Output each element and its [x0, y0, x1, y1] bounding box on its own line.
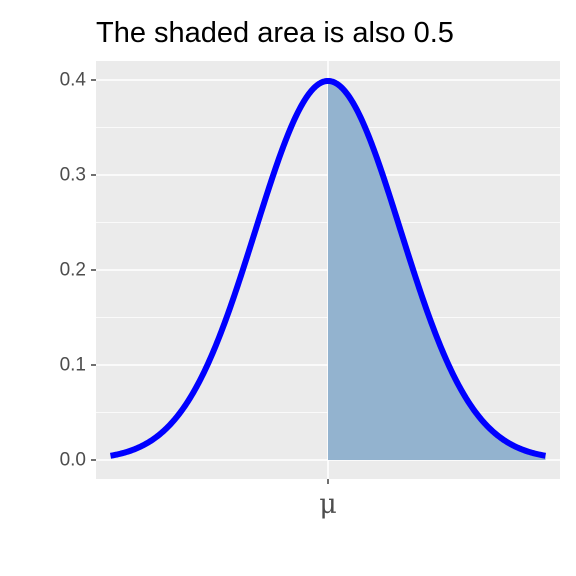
y-tick-label: 0.0: [60, 450, 86, 471]
x-tick-label: μ: [319, 489, 337, 520]
x-axis: μ: [319, 479, 337, 520]
y-tick-label: 0.3: [60, 165, 86, 186]
density-curve: [108, 77, 548, 459]
chart-title: The shaded area is also 0.5: [96, 17, 454, 49]
y-tick-label: 0.2: [60, 260, 86, 281]
y-tick-label: 0.4: [60, 70, 87, 91]
y-axis: 0.0 0.1 0.2 0.3 0.4: [60, 70, 96, 471]
y-tick-label: 0.1: [60, 355, 86, 376]
